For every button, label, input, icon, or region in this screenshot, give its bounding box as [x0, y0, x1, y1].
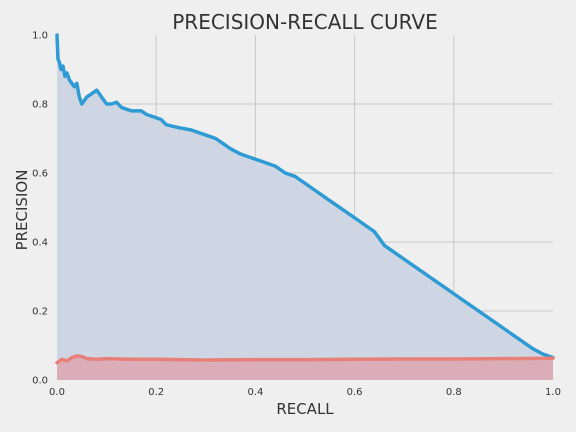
y-tick-label: 0.8	[32, 100, 48, 111]
y-tick-label: 1.0	[32, 31, 48, 42]
y-tick-label: 0.6	[32, 169, 48, 180]
x-tick-label: 0.8	[446, 387, 462, 398]
x-tick-label: 1.0	[545, 387, 561, 398]
y-tick-label: 0.4	[32, 238, 48, 249]
x-tick-label: 0.0	[49, 387, 65, 398]
series-1-area	[57, 35, 553, 380]
y-tick-label: 0.0	[32, 376, 48, 387]
series-areas	[57, 35, 553, 380]
y-tick-labels: 0.0 0.2 0.4 0.6 0.8 1.0	[32, 31, 48, 387]
x-tick-label: 0.4	[247, 387, 263, 398]
y-axis-label: PRECISION	[13, 170, 31, 251]
x-axis-label: RECALL	[276, 400, 334, 418]
y-tick-label: 0.2	[32, 307, 48, 318]
chart-title: PRECISION-RECALL CURVE	[172, 10, 438, 34]
x-tick-label: 0.6	[347, 387, 363, 398]
x-tick-label: 0.2	[148, 387, 164, 398]
x-tick-labels: 0.0 0.2 0.4 0.6 0.8 1.0	[49, 387, 561, 398]
